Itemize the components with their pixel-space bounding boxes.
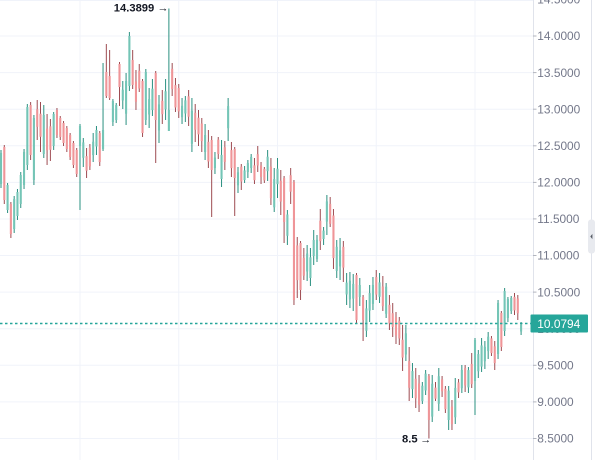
svg-text:14.3899: 14.3899 <box>114 2 154 14</box>
svg-text:14.5000: 14.5000 <box>537 0 580 7</box>
svg-text:11.5000: 11.5000 <box>537 212 579 226</box>
svg-text:13.5000: 13.5000 <box>537 66 580 80</box>
svg-text:13.0000: 13.0000 <box>537 102 580 116</box>
svg-text:8.5000: 8.5000 <box>537 432 574 446</box>
svg-text:10.5000: 10.5000 <box>537 285 580 299</box>
svg-text:9.5000: 9.5000 <box>537 359 574 373</box>
svg-text:→: → <box>158 2 169 14</box>
svg-text:9.0000: 9.0000 <box>537 395 574 409</box>
svg-text:12.5000: 12.5000 <box>537 139 580 153</box>
svg-text:10.0794: 10.0794 <box>537 317 580 331</box>
svg-text:11.0000: 11.0000 <box>537 249 579 263</box>
svg-text:8.5: 8.5 <box>402 434 418 446</box>
svg-text:14.0000: 14.0000 <box>537 29 580 43</box>
svg-text:12.0000: 12.0000 <box>537 176 580 190</box>
svg-text:→: → <box>420 434 431 446</box>
